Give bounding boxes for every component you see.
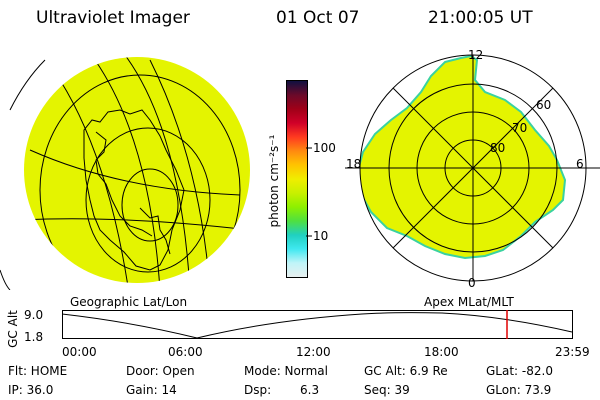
flt-status: Flt: HOME [8, 364, 68, 378]
time-tick-1800: 18:00 [424, 345, 459, 359]
gain-status: Gain: 14 [126, 383, 177, 397]
colorbar-tick-100: 100 [313, 141, 336, 155]
dsp-value: 6.3 [300, 383, 320, 397]
instrument-title: Ultraviolet Imager [36, 8, 190, 28]
color-scale-ticks [306, 147, 312, 237]
lat-label-70: 70 [512, 121, 528, 135]
polar-emission-region [360, 55, 567, 260]
mode-status: Mode: Normal [244, 364, 328, 378]
altitude-plot [62, 310, 573, 339]
seq-status: Seq: 39 [364, 383, 410, 397]
time-tick-1200: 12:00 [296, 345, 331, 359]
polar-panel-label: Apex MLat/MLT [424, 295, 514, 309]
glon-status: GLon: 73.9 [486, 383, 552, 397]
dsp-label: Dsp: [244, 383, 272, 397]
image-date: 01 Oct 07 [276, 8, 360, 28]
altitude-ytick-min: 1.8 [24, 330, 44, 344]
geographic-image-panel [0, 57, 250, 290]
color-scale-bar [286, 80, 308, 278]
image-time: 21:00:05 UT [428, 8, 533, 28]
mlt-label-18: 18 [346, 157, 362, 171]
ip-status: IP: 36.0 [8, 383, 54, 397]
door-status: Door: Open [126, 364, 195, 378]
colorbar-unit-label: photon cm⁻²s⁻¹ [267, 134, 281, 228]
polar-image-panel [345, 54, 600, 282]
time-tick-2359: 23:59 [555, 345, 590, 359]
geo-emission-disk [24, 57, 250, 283]
altitude-ytick-max: 9.0 [24, 308, 44, 322]
altitude-curve [62, 312, 573, 339]
glat-status: GLat: -82.0 [486, 364, 553, 378]
time-tick-0000: 00:00 [62, 345, 97, 359]
mlt-label-0: 0 [468, 276, 476, 290]
time-tick-0600: 06:00 [168, 345, 203, 359]
gc-alt-status: GC Alt: 6.9 Re [364, 364, 448, 378]
mlt-label-6: 6 [576, 157, 584, 171]
altitude-ylabel: GC Alt [5, 310, 20, 348]
colorbar-tick-10: 10 [313, 229, 329, 243]
lat-label-60: 60 [536, 98, 552, 112]
lat-label-80: 80 [490, 141, 506, 155]
mlt-label-12: 12 [468, 48, 484, 62]
geographic-panel-label: Geographic Lat/Lon [70, 295, 188, 309]
